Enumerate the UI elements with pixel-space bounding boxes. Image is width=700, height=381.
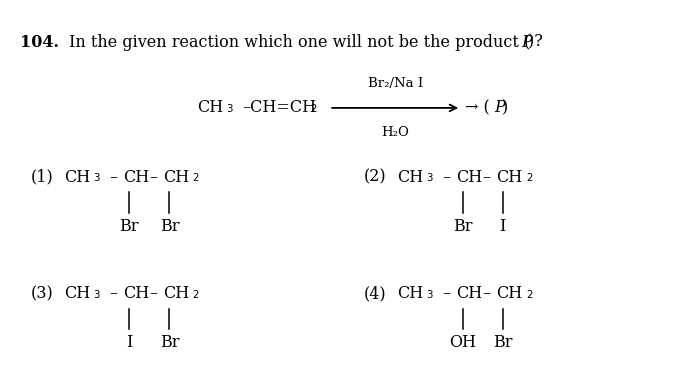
Text: CH: CH: [123, 169, 149, 186]
Text: –: –: [109, 285, 117, 302]
Text: $_3$: $_3$: [426, 170, 434, 184]
Text: (2): (2): [364, 169, 386, 186]
Text: –: –: [109, 169, 117, 186]
Text: –: –: [149, 285, 158, 302]
Text: (1): (1): [31, 169, 53, 186]
Text: CH: CH: [456, 285, 482, 302]
Text: ): ): [502, 99, 508, 117]
Text: (4): (4): [364, 285, 386, 302]
Text: CH: CH: [397, 169, 424, 186]
Text: Br: Br: [160, 218, 179, 235]
Text: $_2$: $_2$: [526, 170, 533, 184]
Text: I: I: [126, 334, 132, 351]
Text: (3): (3): [31, 285, 53, 302]
Text: Br: Br: [120, 218, 139, 235]
Text: $_2$: $_2$: [193, 170, 200, 184]
Text: CH: CH: [64, 285, 90, 302]
Text: –: –: [442, 285, 451, 302]
Text: CH: CH: [456, 169, 482, 186]
Text: –: –: [442, 169, 451, 186]
Text: CH: CH: [496, 169, 523, 186]
Text: –CH=CH: –CH=CH: [242, 99, 316, 117]
Text: CH: CH: [496, 285, 523, 302]
Text: –: –: [482, 169, 491, 186]
Text: $_2$: $_2$: [310, 101, 318, 115]
Text: $_3$: $_3$: [93, 170, 101, 184]
Text: CH: CH: [64, 169, 90, 186]
Text: P: P: [521, 34, 531, 51]
Text: CH: CH: [197, 99, 223, 117]
Text: Br: Br: [160, 334, 179, 351]
Text: $_2$: $_2$: [526, 287, 533, 301]
Text: CH: CH: [163, 169, 190, 186]
Text: Br: Br: [493, 334, 512, 351]
Text: Br: Br: [453, 218, 473, 235]
Text: 104.: 104.: [20, 34, 59, 51]
Text: I: I: [500, 218, 506, 235]
Text: $_3$: $_3$: [93, 287, 101, 301]
Text: $_3$: $_3$: [226, 101, 234, 115]
Text: –: –: [149, 169, 158, 186]
Text: )?: )?: [528, 34, 549, 51]
Text: CH: CH: [123, 285, 149, 302]
Text: CH: CH: [163, 285, 190, 302]
Text: $_2$: $_2$: [193, 287, 200, 301]
Text: In the given reaction which one will not be the product (: In the given reaction which one will not…: [69, 34, 530, 51]
Text: H₂O: H₂O: [382, 126, 409, 139]
Text: –: –: [482, 285, 491, 302]
Text: $_3$: $_3$: [426, 287, 434, 301]
Text: P: P: [494, 99, 505, 117]
Text: CH: CH: [397, 285, 424, 302]
Text: → (: → (: [465, 99, 489, 117]
Text: OH: OH: [449, 334, 476, 351]
Text: Br₂/Na I: Br₂/Na I: [368, 77, 423, 90]
